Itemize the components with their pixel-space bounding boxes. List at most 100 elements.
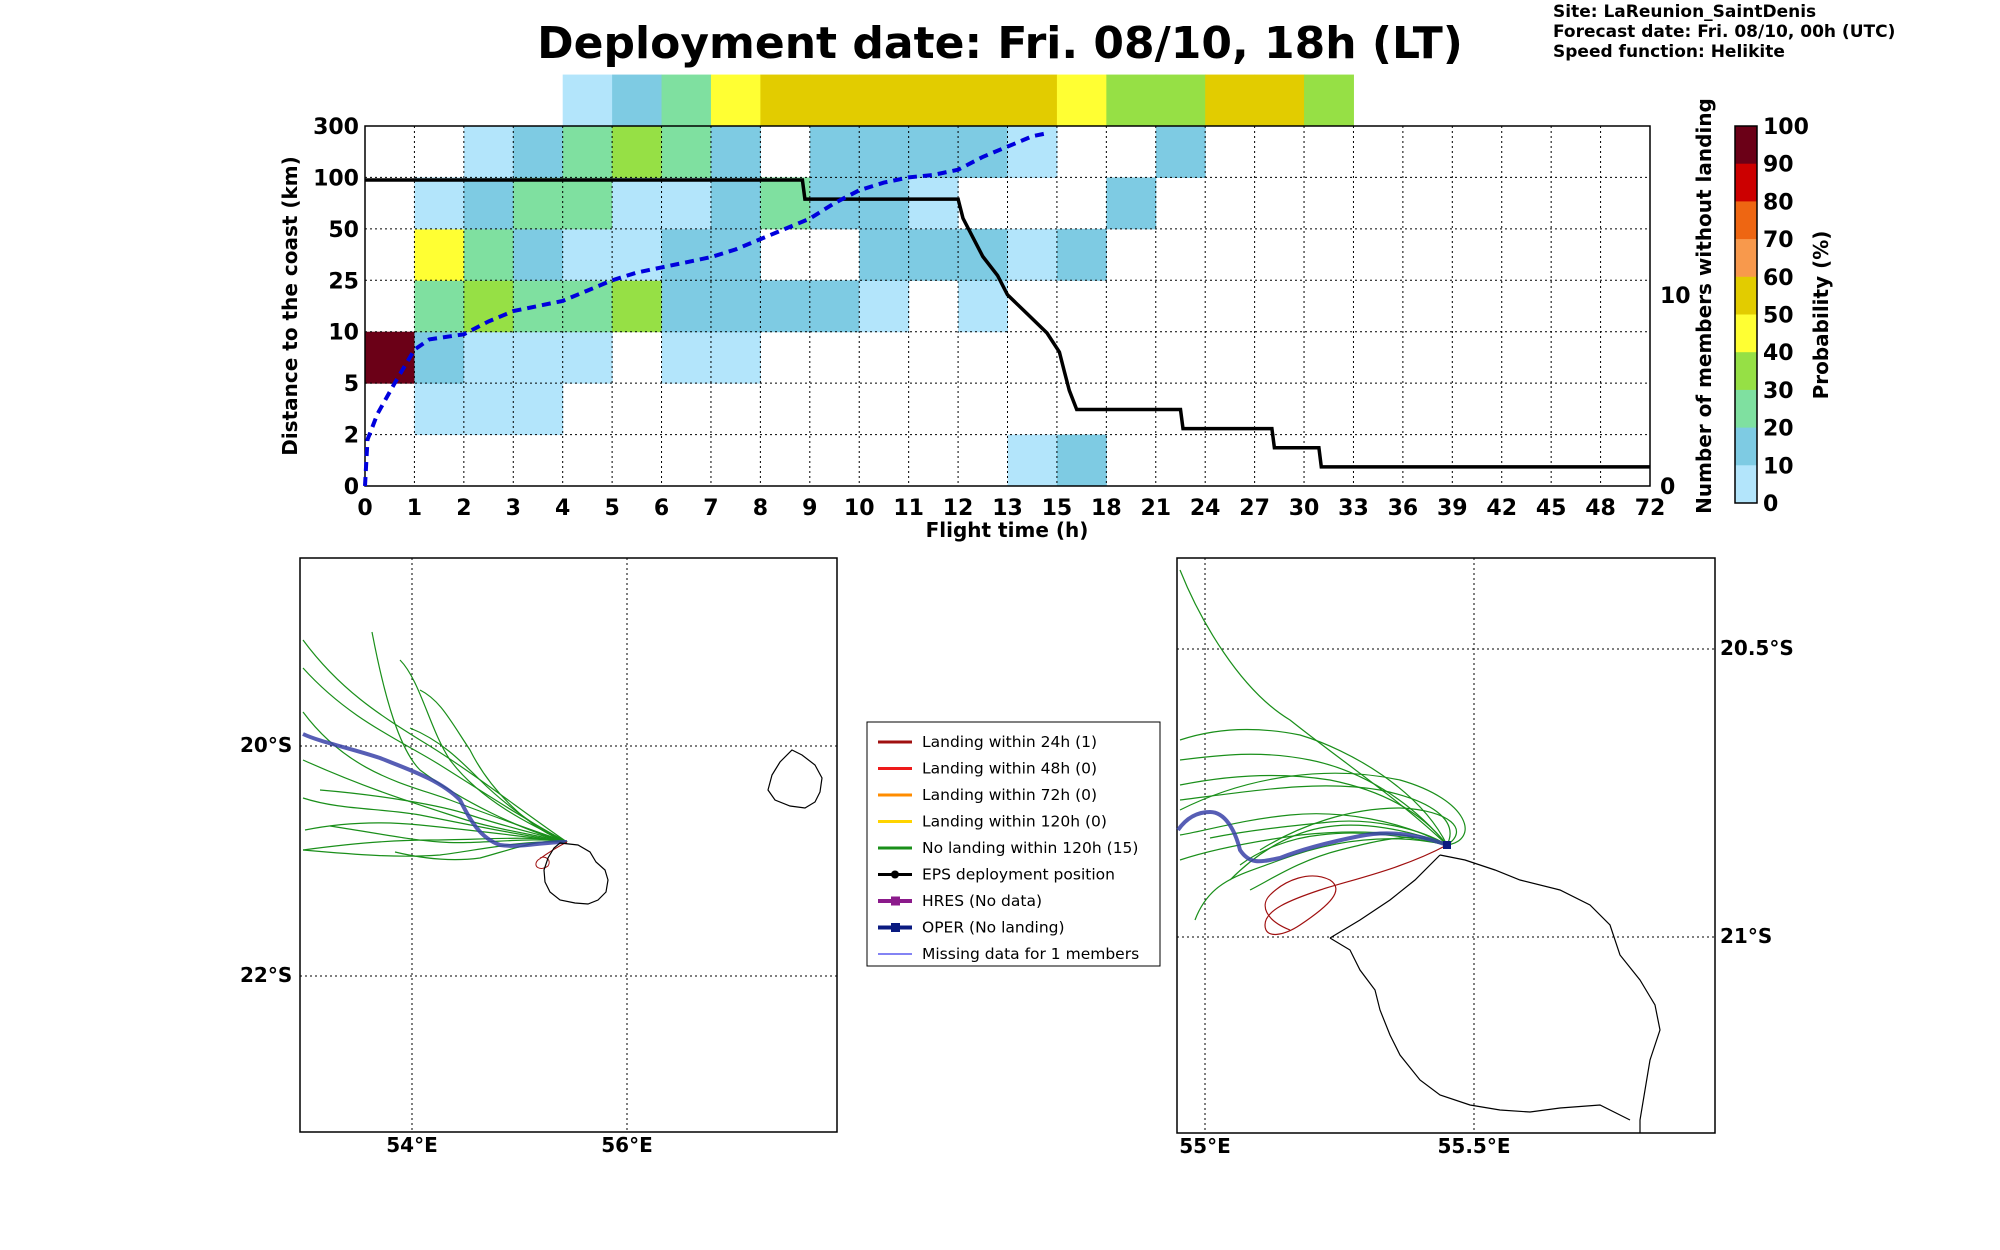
colorbar-tick-label: 50 [1763,304,1794,329]
legend-items: Landing within 24h (1) Landing within 48h… [878,733,1139,963]
heatmap-cell [809,126,860,178]
left-map-lat-20s: 20°S [240,733,292,757]
heatmap-cell [463,126,514,178]
heatmap-cell [710,126,761,178]
heatmap-cell [414,228,465,281]
heatmap-cell [612,280,663,333]
heatmap-cell [562,74,613,127]
colorbar-tick-label: 70 [1763,228,1794,253]
colorbar-tick-label: 0 [1763,492,1778,517]
heatmap-cell [463,177,514,230]
colorbar-segment [1735,427,1757,466]
x-tick-label: 7 [703,496,718,521]
y2-tick-labels: 0 10 [1660,284,1691,500]
x-tick-label: 6 [654,496,669,521]
colorbar-tick-label: 100 [1763,115,1809,140]
x-tick-label: 39 [1437,496,1468,521]
y-tick-label: 300 [313,115,359,140]
right-map: 20.5°S 21°S 55°E 55.5°E [1176,557,1794,1158]
heatmap-cell [562,331,613,384]
left-map-trajectories [302,631,568,861]
heatmap-cell [414,280,465,333]
colorbar-segment [1735,163,1757,202]
heatmap-cell [1304,74,1354,127]
x-tick-label: 72 [1635,496,1666,521]
reunion-coastline [543,842,609,905]
colorbar-label: Probability (%) [1809,231,1833,400]
legend-label: No landing within 120h (15) [922,839,1138,857]
heatmap-grid [365,126,1650,486]
y-tick-label: 5 [344,372,359,397]
colorbar-segment [1735,389,1757,429]
heatmap-cell [612,228,663,281]
x-tick-label: 9 [802,496,817,521]
heatmap-cell [562,228,613,281]
heatmap-cell [1007,434,1058,487]
heatmap-cell [463,228,514,281]
colorbar-tick-label: 30 [1763,379,1794,404]
left-map-lat-22s: 22°S [240,963,292,987]
x-tick-label: 0 [357,496,372,521]
heatmap-cell [710,331,761,384]
heatmap-cell [513,383,564,436]
y2-axis-label: Number of members without landing [1692,98,1716,514]
x-tick-label: 3 [506,496,521,521]
heatmap-cell [908,126,959,178]
x-tick-label: 48 [1585,496,1616,521]
y2-tick-label: 0 [1660,475,1675,500]
colorbar-segment [1735,352,1757,391]
colorbar [1734,125,1758,504]
heatmap-cell [809,280,860,333]
right-map-lat-20-5s: 20.5°S [1720,636,1794,660]
x-tick-label: 33 [1338,496,1369,521]
colorbar-segment [1735,126,1757,165]
heatmap-cell [612,126,663,178]
x-tick-label: 24 [1190,496,1221,521]
colorbar-segment [1735,276,1757,315]
x-tick-label: 15 [1042,496,1073,521]
heatmap-cell [760,280,811,333]
heatmap-cell [1254,74,1305,127]
legend-label: Landing within 48h (0) [922,760,1097,778]
colorbar-segment [1735,465,1757,504]
legend-marker [891,923,900,932]
x-tick-label: 30 [1289,496,1320,521]
y-tick-label: 100 [313,166,359,191]
heatmap-cell [1007,126,1058,178]
y-axis-label: Distance to the coast (km) [278,156,302,456]
x-tick-label: 42 [1486,496,1517,521]
heatmap-cell [1007,228,1058,281]
heatmap-cell [513,126,564,178]
heatmap-cell [859,126,910,178]
x-tick-label: 2 [456,496,471,521]
heatmap-frame [364,125,1651,487]
heatmap-cell [661,177,712,230]
y2-tick-label: 10 [1660,284,1691,309]
heatmap-cell [463,383,514,436]
x-tick-label: 45 [1536,496,1567,521]
heatmap-cell [1155,126,1206,178]
y-tick-label: 10 [328,321,359,346]
colorbar-tick-label: 80 [1763,190,1794,215]
site-info-block: Site: LaReunion_SaintDenis Forecast date… [1553,2,1895,62]
heatmap-cell [661,228,712,281]
x-tick-label: 12 [943,496,974,521]
speed-function-label: Speed function: Helikite [1553,42,1785,62]
heatmap-cells [365,74,1354,487]
heatmap-cell [859,74,910,127]
right-map-lon-55-5e: 55.5°E [1437,1134,1510,1158]
heatmap-cell [1106,177,1157,230]
heatmap-cell [414,331,465,384]
heatmap-cell [809,74,860,127]
heatmap-lines [363,131,1650,487]
legend-box [866,721,1161,967]
heatmap-cell [859,177,910,230]
legend-label: Landing within 120h (0) [922,813,1107,831]
colorbar-segment [1735,239,1757,278]
heatmap-cell [958,126,1008,178]
right-map-landing-track [1264,844,1448,935]
heatmap-cell [1056,434,1107,487]
heatmap-cell [958,74,1008,127]
colorbar-tick-label: 40 [1763,341,1794,366]
